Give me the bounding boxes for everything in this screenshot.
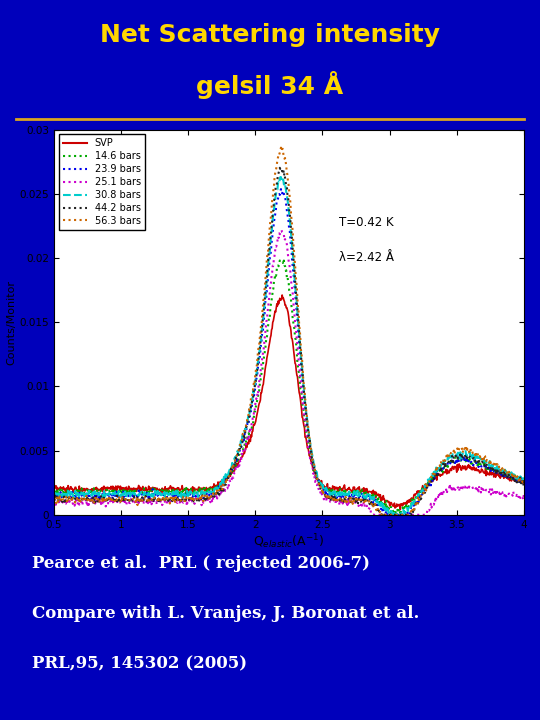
Text: λ=2.42 Å: λ=2.42 Å bbox=[339, 251, 394, 264]
44.2 bars bbox=[456, 451, 463, 460]
SVP bbox=[324, 480, 330, 488]
56.3 bars bbox=[278, 143, 284, 152]
44.2 bars bbox=[521, 485, 527, 493]
14.6 bars bbox=[456, 457, 463, 466]
14.6 bars bbox=[278, 256, 284, 265]
Line: 23.9 bars: 23.9 bars bbox=[54, 189, 524, 515]
23.9 bars bbox=[408, 503, 415, 512]
SVP bbox=[521, 478, 527, 487]
23.9 bars bbox=[324, 490, 330, 498]
Line: 25.1 bars: 25.1 bars bbox=[54, 230, 524, 515]
14.6 bars bbox=[324, 485, 330, 494]
56.3 bars bbox=[79, 497, 86, 505]
SVP bbox=[51, 482, 57, 491]
25.1 bars bbox=[408, 510, 415, 519]
30.8 bars bbox=[456, 454, 463, 462]
Text: PRL,95, 145302 (2005): PRL,95, 145302 (2005) bbox=[32, 655, 247, 672]
Line: SVP: SVP bbox=[54, 295, 524, 510]
23.9 bars bbox=[521, 480, 527, 489]
23.9 bars bbox=[456, 456, 463, 464]
23.9 bars bbox=[51, 492, 57, 500]
23.9 bars bbox=[384, 510, 390, 519]
Y-axis label: Counts/Monitor: Counts/Monitor bbox=[6, 279, 17, 365]
SVP bbox=[79, 485, 86, 494]
14.6 bars bbox=[336, 485, 343, 494]
SVP bbox=[397, 505, 403, 514]
Line: 14.6 bars: 14.6 bars bbox=[54, 261, 524, 515]
Legend: SVP, 14.6 bars, 23.9 bars, 25.1 bars, 30.8 bars, 44.2 bars, 56.3 bars: SVP, 14.6 bars, 23.9 bars, 25.1 bars, 30… bbox=[59, 135, 145, 230]
25.1 bars bbox=[336, 496, 343, 505]
44.2 bars bbox=[336, 496, 343, 505]
30.8 bars bbox=[336, 487, 343, 496]
14.6 bars bbox=[397, 510, 403, 519]
SVP bbox=[336, 482, 343, 491]
25.1 bars bbox=[350, 498, 357, 507]
44.2 bars bbox=[79, 495, 86, 504]
SVP bbox=[279, 291, 285, 300]
25.1 bars bbox=[370, 510, 377, 519]
30.8 bars bbox=[521, 473, 527, 482]
30.8 bars bbox=[324, 487, 330, 495]
Text: T=0.42 K: T=0.42 K bbox=[339, 215, 393, 228]
44.2 bars bbox=[276, 163, 283, 172]
44.2 bars bbox=[51, 495, 57, 503]
14.6 bars bbox=[521, 477, 527, 485]
14.6 bars bbox=[408, 500, 415, 508]
14.6 bars bbox=[79, 487, 86, 495]
14.6 bars bbox=[350, 485, 357, 493]
SVP bbox=[408, 494, 415, 503]
30.8 bars bbox=[51, 490, 57, 498]
56.3 bars bbox=[51, 495, 57, 504]
56.3 bars bbox=[408, 508, 415, 517]
44.2 bars bbox=[324, 492, 330, 501]
23.9 bars bbox=[336, 492, 343, 501]
25.1 bars bbox=[79, 498, 86, 507]
30.8 bars bbox=[350, 490, 357, 499]
Text: Compare with L. Vranjes, J. Boronat et al.: Compare with L. Vranjes, J. Boronat et a… bbox=[32, 605, 420, 622]
56.3 bars bbox=[521, 477, 527, 485]
30.8 bars bbox=[408, 500, 415, 509]
25.1 bars bbox=[456, 482, 463, 491]
56.3 bars bbox=[379, 510, 386, 519]
25.1 bars bbox=[278, 226, 285, 235]
23.9 bars bbox=[350, 491, 357, 500]
30.8 bars bbox=[277, 173, 284, 181]
56.3 bars bbox=[336, 495, 343, 504]
SVP bbox=[456, 463, 463, 472]
44.2 bars bbox=[350, 495, 357, 504]
Text: Net Scattering intensity: Net Scattering intensity bbox=[100, 23, 440, 47]
25.1 bars bbox=[324, 496, 330, 505]
56.3 bars bbox=[456, 444, 463, 452]
44.2 bars bbox=[408, 509, 415, 518]
23.9 bars bbox=[79, 491, 86, 500]
Text: gelsil 34 Å: gelsil 34 Å bbox=[197, 71, 343, 99]
56.3 bars bbox=[350, 497, 357, 505]
Text: Pearce et al.  PRL ( rejected 2006-7): Pearce et al. PRL ( rejected 2006-7) bbox=[32, 554, 370, 572]
X-axis label: Q$_{elastic}$(A$^{-1}$): Q$_{elastic}$(A$^{-1}$) bbox=[253, 532, 325, 551]
25.1 bars bbox=[51, 495, 57, 503]
23.9 bars bbox=[278, 185, 284, 194]
25.1 bars bbox=[521, 491, 527, 500]
SVP bbox=[350, 484, 357, 492]
Line: 30.8 bars: 30.8 bars bbox=[54, 177, 524, 515]
Line: 56.3 bars: 56.3 bars bbox=[54, 148, 524, 515]
56.3 bars bbox=[324, 492, 330, 500]
30.8 bars bbox=[79, 489, 86, 498]
44.2 bars bbox=[379, 510, 386, 519]
14.6 bars bbox=[51, 485, 57, 493]
Line: 44.2 bars: 44.2 bars bbox=[54, 168, 524, 515]
30.8 bars bbox=[389, 510, 396, 519]
